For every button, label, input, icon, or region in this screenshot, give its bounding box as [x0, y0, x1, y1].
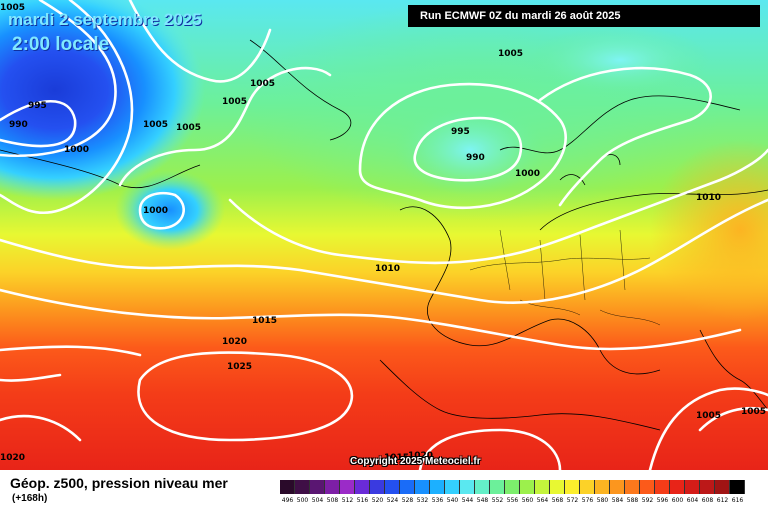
- legend-swatch: [610, 480, 625, 494]
- isobar-label: 995: [451, 127, 470, 137]
- legend-swatch: [550, 480, 565, 494]
- legend-swatch: [730, 480, 745, 494]
- legend-swatch: [355, 480, 370, 494]
- isobar-label: 990: [9, 120, 28, 130]
- legend-value: 560: [521, 497, 534, 504]
- legend-value: 588: [626, 497, 639, 504]
- legend-value: 568: [551, 497, 564, 504]
- copyright-text: Copyright 2025 Meteociel.fr: [350, 456, 481, 467]
- legend-swatch: [445, 480, 460, 494]
- legend-value: 500: [296, 497, 309, 504]
- legend-swatch: [595, 480, 610, 494]
- legend-value: 508: [326, 497, 339, 504]
- forecast-time: 2:00 locale: [12, 34, 110, 55]
- legend-swatch: [655, 480, 670, 494]
- isobar-label: 1020: [222, 337, 247, 347]
- legend-swatch: [535, 480, 550, 494]
- isobar-label: 1005: [143, 120, 168, 130]
- borders: [469, 229, 661, 326]
- legend-value: 504: [311, 497, 324, 504]
- isobar-label: 1010: [696, 193, 721, 203]
- isobar-label: 1000: [64, 145, 89, 155]
- weather-map: 1005 1005 1005 995 990 1000 1005 1005 10…: [0, 0, 768, 470]
- legend-swatch: [715, 480, 730, 494]
- legend-swatch: [430, 480, 445, 494]
- isobar-label: 1005: [696, 411, 721, 421]
- forecast-date: mardi 2 septembre 2025: [8, 10, 202, 29]
- legend-value: 516: [356, 497, 369, 504]
- isobar-label: 1005: [0, 3, 25, 13]
- legend-swatch: [325, 480, 340, 494]
- legend-swatch: [415, 480, 430, 494]
- isobar-labels: 1005 1005 1005 995 990 1000 1005 1005 10…: [0, 3, 766, 463]
- legend-value: 512: [341, 497, 354, 504]
- legend-swatch: [670, 480, 685, 494]
- legend-value: 576: [581, 497, 594, 504]
- legend-value: 496: [281, 497, 294, 504]
- legend-swatch: [685, 480, 700, 494]
- legend-swatch: [505, 480, 520, 494]
- legend-swatch: [460, 480, 475, 494]
- color-scale-labels: 496 500 504 508 512 516 520 524 528 532 536 540 544 5…: [280, 497, 745, 504]
- legend-value: 552: [491, 497, 504, 504]
- legend-swatch: [580, 480, 595, 494]
- legend-swatch: [400, 480, 415, 494]
- isobar-label: 990: [466, 153, 485, 163]
- isobars: [0, 0, 768, 470]
- legend-value: 592: [641, 497, 654, 504]
- isobar-label: 995: [28, 101, 47, 111]
- map-title: Géop. z500, pression niveau mer: [10, 475, 228, 491]
- isobar-label: 1020: [0, 453, 25, 463]
- legend-value: 572: [566, 497, 579, 504]
- isobar-label: 1015: [252, 316, 277, 326]
- legend-swatch: [700, 480, 715, 494]
- isobar-label: 1010: [375, 264, 400, 274]
- run-info: Run ECMWF 0Z du mardi 26 août 2025: [408, 5, 760, 27]
- legend-value: 580: [596, 497, 609, 504]
- legend-swatch: [370, 480, 385, 494]
- legend-value: 540: [446, 497, 459, 504]
- legend-swatch: [640, 480, 655, 494]
- isobar-label: 1005: [176, 123, 201, 133]
- forecast-step: (+168h): [12, 493, 48, 504]
- legend-value: 616: [731, 497, 744, 504]
- legend-swatch: [280, 480, 295, 494]
- isobar-label: 1000: [515, 169, 540, 179]
- isobar-label: 1005: [741, 407, 766, 417]
- legend-value: 608: [701, 497, 714, 504]
- legend-value: 548: [476, 497, 489, 504]
- legend-value: 584: [611, 497, 624, 504]
- isobar-label: 1005: [250, 79, 275, 89]
- legend-value: 532: [416, 497, 429, 504]
- legend-swatch: [520, 480, 535, 494]
- legend-swatch: [490, 480, 505, 494]
- legend-value: 520: [371, 497, 384, 504]
- color-scale: [280, 480, 745, 494]
- isobar-label: 1000: [143, 206, 168, 216]
- isobar-label: 1015: [384, 453, 409, 463]
- isobar-label: 1020: [408, 451, 433, 461]
- isobar-label: 1025: [227, 362, 252, 372]
- isobar-label: 1005: [498, 49, 523, 59]
- legend-swatch: [475, 480, 490, 494]
- legend-value: 596: [656, 497, 669, 504]
- legend-value: 536: [431, 497, 444, 504]
- legend-value: 564: [536, 497, 549, 504]
- legend-swatch: [385, 480, 400, 494]
- legend-value: 604: [686, 497, 699, 504]
- legend-value: 528: [401, 497, 414, 504]
- legend-value: 556: [506, 497, 519, 504]
- legend-swatch: [625, 480, 640, 494]
- isobar-label: 1005: [222, 97, 247, 107]
- legend-swatch: [310, 480, 325, 494]
- legend-value: 600: [671, 497, 684, 504]
- legend-value: 612: [716, 497, 729, 504]
- legend-value: 544: [461, 497, 474, 504]
- legend-swatch: [340, 480, 355, 494]
- legend-value: 524: [386, 497, 399, 504]
- legend-swatch: [295, 480, 310, 494]
- legend-swatch: [565, 480, 580, 494]
